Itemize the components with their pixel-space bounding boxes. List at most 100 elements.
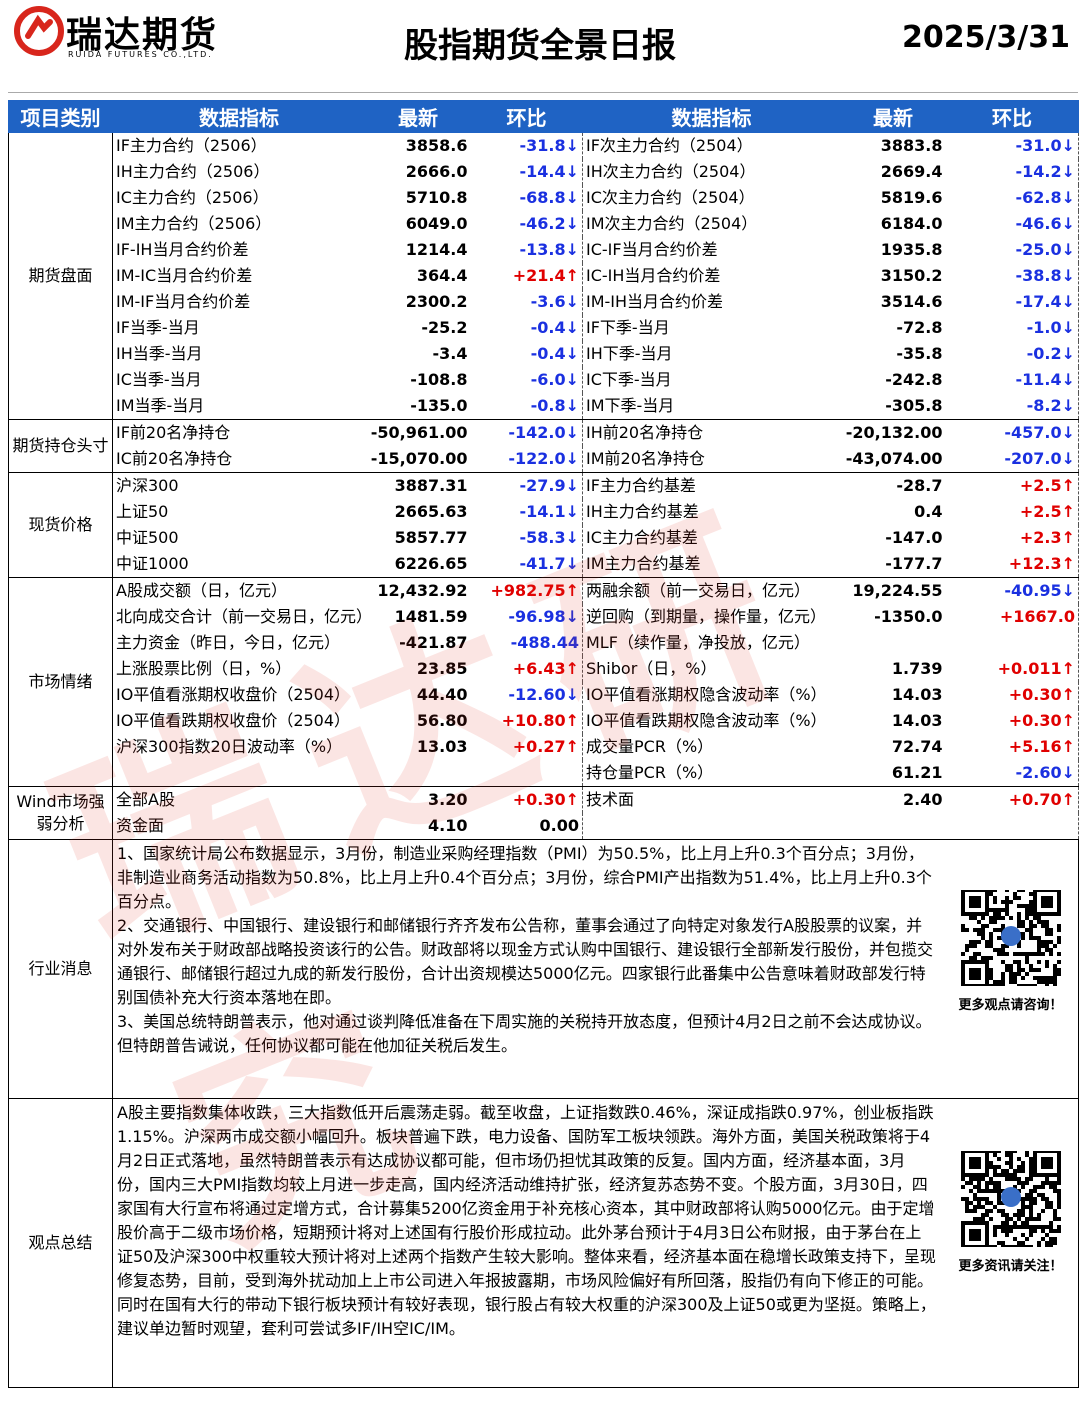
report-title: 股指期货全景日报 — [404, 26, 676, 66]
column-header: 最新 — [840, 100, 946, 133]
cell: 61.21 — [840, 760, 946, 787]
cell: -14.4↓ — [470, 159, 583, 185]
cell: -25.0↓ — [945, 237, 1079, 263]
cell: Shibor（日，%） — [582, 656, 841, 682]
cell: 全部A股 — [116, 790, 175, 809]
paragraph: A股主要指数集体收跌，三大指数低开后震荡走弱。截至收盘，上证指数跌0.46%，深… — [117, 1103, 936, 1338]
cell — [470, 760, 583, 787]
cell: 上涨股票比例（日，%） — [116, 659, 292, 678]
table-row: 北向成交合计（前一交易日，亿元） 1481.59 -96.98↓ 逆回购（到期量，操作… — [9, 604, 1079, 630]
cell — [840, 813, 946, 840]
table-row: IO平值看跌期权收盘价（2504） 56.80 +10.80↑ IO平值看跌期权隐含波… — [9, 708, 1079, 734]
table-row: 现货价格 沪深300 3887.31 -27.9↓ IF主力合约基差 -28.7 +2.5↑ — [8, 472, 1079, 578]
cell: -2.60↓ — [945, 760, 1079, 787]
cell: IH前20名净持仓 — [582, 419, 841, 446]
cell: 72.74 — [891, 737, 943, 756]
report-date: 2025/3/31 — [901, 20, 1070, 55]
table-row: 沪深300指数20日波动率（%） 13.03 +0.27↑ 成交量PCR（%） 72.7… — [9, 734, 1079, 760]
table-body: 期货盘面 IF主力合约（2506） 3858.6 -31.8↓ IF次主力合约（2504… — [8, 132, 1079, 1388]
text: 1、国家统计局公布数据显示，3月份，制造业采购经理指数（PMI）为50.5%，比… — [113, 840, 943, 1058]
cell: IM主力合约（2506） — [116, 214, 272, 233]
cell: 资金面 — [112, 813, 366, 840]
qr-code — [960, 890, 1061, 986]
cell: 2666.0 — [405, 162, 468, 181]
cell: -11.4↓ — [945, 367, 1079, 393]
header: 瑞达期货 RUIDA FUTURES CO.,LTD. 股指期货全景日报 202… — [0, 0, 1084, 95]
cell: -12.60↓ — [470, 682, 583, 708]
cell: -41.7↓ — [470, 551, 583, 578]
cell — [841, 630, 946, 656]
cell: -72.8 — [896, 318, 943, 337]
cell: 3887.31 — [394, 476, 468, 495]
cell: 364.4 — [416, 266, 468, 285]
cell: +0.011↑ — [945, 656, 1079, 682]
table-header: 项目类别 数据指标 最新 环比 数据指标 最新 环比 — [8, 100, 1079, 133]
cell: IC主力合约（2506） — [116, 188, 269, 207]
text: A股主要指数集体收跌，三大指数低开后震荡走弱。截至收盘，上证指数跌0.46%，深… — [113, 1099, 943, 1341]
cell: IH当季-当月 — [116, 344, 203, 363]
cell: -6.0↓ — [470, 367, 583, 393]
table-row: IM主力合约（2506） 6049.0 -46.2↓ IM次主力合约（2504） 618… — [9, 211, 1079, 237]
table-row: IM当季-当月 -135.0 -0.8↓ IM下季-当月 -305.8 -8.2↓ — [9, 393, 1079, 420]
cell — [945, 813, 1079, 840]
cell: +2.5↑ — [945, 499, 1079, 525]
cell: -46.6↓ — [945, 211, 1079, 237]
table-row: IC当季-当月 -108.8 -6.0↓ IC下季-当月 -242.8 -11.4↓ — [9, 367, 1079, 393]
cell: +6.43↑ — [470, 656, 583, 682]
cell: 主力资金（昨日，今日，亿元） — [116, 633, 341, 652]
cell: +10.80↑ — [470, 708, 583, 734]
category: Wind市场强弱分析 — [8, 786, 113, 840]
column-header: 最新 — [365, 100, 471, 133]
cell: 2669.4 — [880, 162, 943, 181]
cell: 13.03 — [416, 737, 468, 756]
cell: -1.0↓ — [945, 315, 1079, 341]
cell: -96.98↓ — [470, 604, 583, 630]
cell: IC-IH当月合约价差 — [582, 263, 841, 289]
cell: -147.0 — [885, 528, 943, 547]
cell: -28.7 — [896, 476, 943, 495]
cell: 3883.8 — [880, 136, 943, 155]
cell: -20,132.00 — [845, 423, 943, 442]
cell: 12,432.92 — [377, 581, 468, 600]
cell: 0.4 — [914, 502, 943, 521]
column-header: 项目类别 — [8, 100, 113, 133]
qr-caption: 更多资讯请关注！ — [958, 1259, 1063, 1274]
cell: 14.03 — [891, 685, 943, 704]
qr-code — [960, 1151, 1061, 1247]
cell — [945, 630, 1079, 656]
cell: IH主力合约基差 — [582, 499, 841, 525]
cell: -13.8↓ — [470, 237, 583, 263]
cell: +2.5↑ — [945, 472, 1079, 499]
cell: -40.95↓ — [945, 577, 1079, 604]
cell: -15,070.00 — [365, 446, 471, 473]
cell: IC当季-当月 — [116, 370, 202, 389]
cell: IC前20名净持仓 — [112, 446, 366, 473]
cell: +0.30↑ — [945, 682, 1079, 708]
table-row: 观点总结 A股主要指数集体收跌，三大指数低开后震荡走弱。截至收盘，上证指数跌0.4… — [8, 1098, 1079, 1388]
cell: IH次主力合约（2504） — [582, 159, 841, 185]
cell: -0.4↓ — [470, 341, 583, 367]
table-row: IH当季-当月 -3.4 -0.4↓ IH下季-当月 -35.8 -0.2↓ — [9, 341, 1079, 367]
cell: +2.3↑ — [945, 525, 1079, 551]
table-row: IO平值看涨期权收盘价（2504） 44.40 -12.60↓ IO平值看涨期权隐含波… — [9, 682, 1079, 708]
data-table: 项目类别 数据指标 最新 环比 数据指标 最新 环比 期货盘面 IF主力合约（2506） 385… — [8, 100, 1079, 1388]
category: 观点总结 — [8, 1098, 113, 1388]
cell: 44.40 — [416, 685, 468, 704]
cell: IF主力合约（2506） — [116, 136, 267, 155]
cell: 3514.6 — [880, 292, 943, 311]
cell: IM-IF当月合约价差 — [116, 292, 251, 311]
cell: 两融余额（前一交易日，亿元） — [582, 577, 841, 604]
cell: IF次主力合约（2504） — [582, 132, 841, 159]
cell: -142.0↓ — [470, 419, 583, 446]
cell: +982.75↑ — [470, 577, 583, 604]
cell: -0.8↓ — [470, 393, 583, 420]
table-row: 资金面 4.10 0.00 — [9, 813, 1079, 840]
cell: 中证500 — [116, 528, 179, 547]
cell: IC主力合约基差 — [582, 525, 841, 551]
cell: -27.9↓ — [470, 472, 583, 499]
table-row: IC前20名净持仓 -15,070.00 -122.0↓ IM前20名净持仓 -43,0… — [9, 446, 1079, 473]
cell: +1667.0 — [945, 604, 1079, 630]
cell — [365, 760, 471, 787]
cell: 3.20 — [428, 790, 468, 809]
